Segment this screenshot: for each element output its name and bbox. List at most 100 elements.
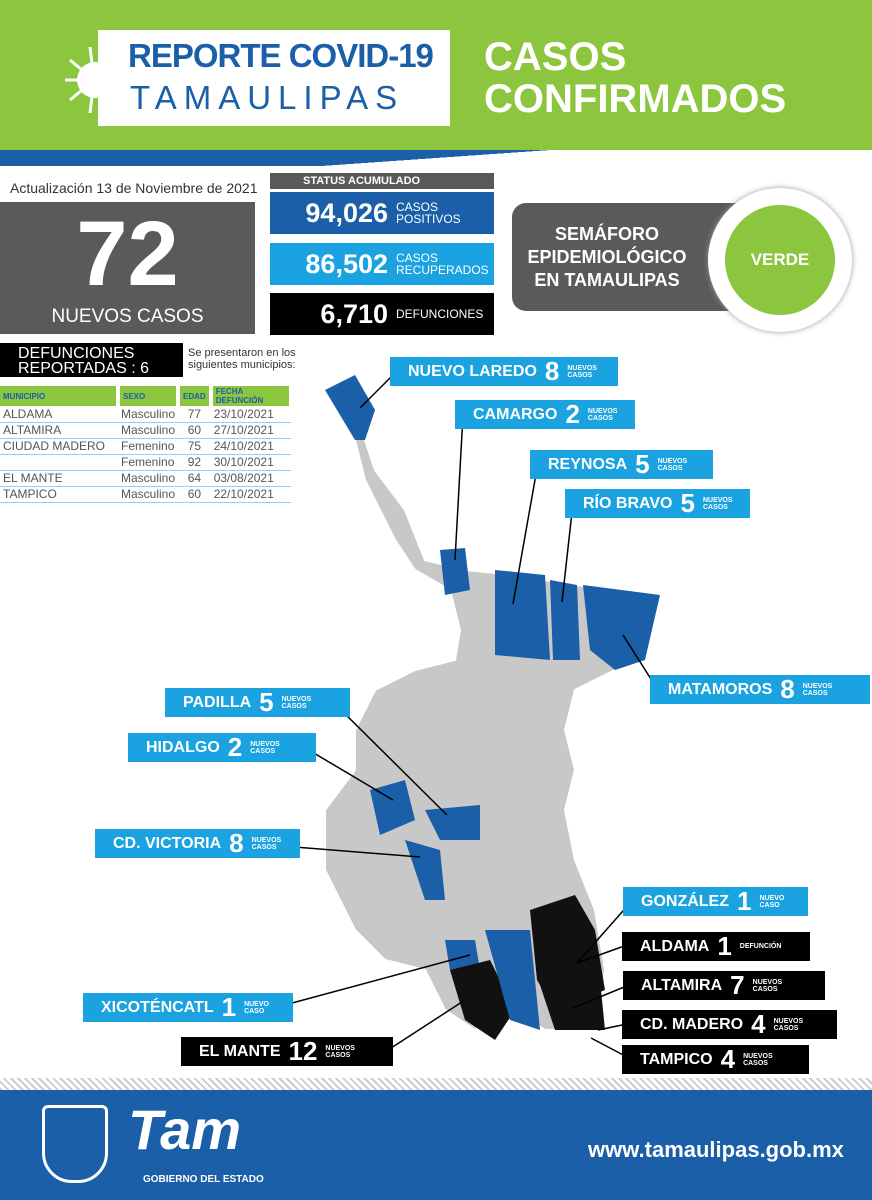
municipio-name: GONZÁLEZ [641, 892, 729, 910]
table-row: EL MANTE Masculino 64 03/08/2021 [0, 470, 291, 487]
leader-lines [276, 368, 661, 1062]
gov-label: GOBIERNO DEL ESTADO [143, 1174, 264, 1185]
municipio-name: HIDALGO [146, 738, 220, 756]
footer [0, 1090, 872, 1200]
case-count: 5 [259, 687, 274, 717]
municipio-name: CAMARGO [473, 405, 558, 423]
table-cell: Masculino [118, 470, 179, 487]
table-cell: 60 [178, 486, 211, 503]
municipio-name: ALDAMA [640, 937, 710, 955]
region-altamira [540, 980, 605, 1030]
case-label: NUEVO CASO [759, 894, 785, 909]
municipio-name: TAMPICO [640, 1050, 713, 1068]
logo-title: REPORTE COVID-19 [128, 37, 434, 74]
case-label: NUEVOS CASOS [251, 836, 282, 851]
table-cell: 24/10/2021 [210, 438, 291, 455]
semaforo-status: VERDE [725, 205, 835, 315]
deaths-table: MUNICIPIO SEXO EDAD FECHA DEFUNCIÓN ALDAMA M… [0, 386, 294, 503]
table-cell: TAMPICO [0, 486, 118, 503]
table-cell: Femenino [118, 454, 179, 471]
region-matamoros [583, 585, 660, 670]
map-label-cd-madero: CD. MADERO 4 NUEVOS CASOS [622, 1009, 837, 1039]
municipio-name: REYNOSA [548, 455, 628, 473]
region-nuevo-laredo [325, 375, 375, 440]
page-title: CASOS CONFIRMADOS [484, 36, 786, 120]
map-label-el-mante: EL MANTE 12 NUEVOS CASOS [181, 1036, 393, 1066]
map-label-río-bravo: RÍO BRAVO 5 NUEVOS CASOS [565, 488, 750, 518]
table-cell: EL MANTE [0, 470, 118, 487]
title-line2: CONFIRMADOS [484, 77, 787, 121]
map-label-gonzález: GONZÁLEZ 1 NUEVO CASO [623, 886, 808, 916]
map-label-padilla: PADILLA 5 NUEVOS CASOS [165, 687, 350, 717]
case-count: 8 [229, 828, 244, 858]
stat-label: DEFUNCIONES [396, 307, 484, 321]
map-label-hidalgo: HIDALGO 2 NUEVOS CASOS [128, 732, 316, 762]
case-label: NUEVOS CASOS [250, 740, 280, 755]
footer-pattern [0, 1078, 872, 1090]
table-cell: 75 [178, 438, 211, 455]
region-el-mante [450, 960, 515, 1040]
map-label-tampico: TAMPICO 4 NUEVOS CASOS [622, 1044, 809, 1074]
new-cases-value: 72 [76, 203, 179, 305]
table-cell: ALTAMIRA [0, 422, 118, 439]
case-label: NUEVOS CASOS [773, 1017, 804, 1032]
case-count: 5 [635, 449, 650, 479]
case-count: 5 [680, 488, 695, 518]
case-count: 1 [717, 931, 732, 961]
case-label: NUEVOS CASOS [281, 695, 312, 710]
table-cell: Masculino [118, 406, 179, 423]
state-shield-icon [42, 1105, 108, 1183]
municipio-name: CD. VICTORIA [113, 834, 222, 852]
case-label: NUEVOS CASOS [325, 1044, 355, 1059]
case-count: 2 [227, 732, 243, 762]
table-cell: 23/10/2021 [210, 406, 291, 423]
status-title: STATUS ACUMULADO [270, 173, 494, 189]
table-cell: CIUDAD MADERO [0, 438, 118, 455]
stat-recovered: 86,502 CASOS RECUPERADOS [270, 243, 494, 285]
municipio-name: ALTAMIRA [641, 976, 723, 994]
municipio-name: PADILLA [183, 693, 252, 711]
stat-value: 94,026 [305, 197, 388, 228]
table-cell: 60 [178, 422, 211, 439]
new-cases-label: NUEVOS CASOS [51, 306, 204, 327]
table-cell: 77 [178, 406, 211, 423]
stat-deaths: 6,710 DEFUNCIONES [270, 293, 494, 335]
region-llera [485, 930, 540, 1030]
municipio-name: CD. MADERO [640, 1015, 744, 1033]
table-cell: ALDAMA [0, 406, 118, 423]
logo-subtitle: TAMAULIPAS [130, 79, 405, 116]
website-link[interactable]: www.tamaulipas.gob.mx [588, 1137, 844, 1162]
table-cell: 27/10/2021 [210, 422, 291, 439]
table-cell: 30/10/2021 [210, 454, 291, 471]
region-camargo [440, 548, 470, 595]
map-label-altamira: ALTAMIRA 7 NUEVOS CASOS [623, 970, 825, 1000]
map-label-camargo: CAMARGO 2 NUEVOS CASOS [455, 399, 635, 429]
case-count: 1 [221, 992, 237, 1022]
region-reynosa [495, 570, 550, 660]
map-label-matamoros: MATAMOROS 8 NUEVOS CASOS [650, 674, 870, 704]
map-label-cd-victoria: CD. VICTORIA 8 NUEVOS CASOS [95, 828, 300, 858]
table-cell: 64 [178, 470, 211, 487]
case-count: 12 [288, 1036, 318, 1066]
divider-stripe [0, 150, 872, 166]
update-date: Actualización 13 de Noviembre de 2021 [10, 180, 258, 196]
municipio-name: MATAMOROS [668, 680, 773, 698]
region-rio-bravo [550, 580, 580, 660]
table-cell: 22/10/2021 [210, 486, 291, 503]
stat-label: CASOS RECUPERADOS [396, 251, 489, 277]
case-label: NUEVOS CASOS [567, 364, 597, 379]
map-label-aldama: ALDAMA 1 DEFUNCIÓN [622, 931, 810, 961]
region-victoria [405, 840, 445, 900]
case-count: 8 [780, 674, 795, 704]
case-count: 2 [565, 399, 580, 429]
table-cell: Masculino [118, 486, 179, 503]
region-padilla [425, 805, 480, 840]
table-row: TAMPICO Masculino 60 22/10/2021 [0, 486, 291, 503]
map-label-xicoténcatl: XICOTÉNCATL 1 NUEVO CASO [83, 992, 293, 1022]
tam-logo: Tam [128, 1098, 242, 1161]
case-label: NUEVOS CASOS [702, 496, 733, 511]
municipio-name: RÍO BRAVO [583, 494, 673, 512]
municipio-name: EL MANTE [199, 1042, 281, 1060]
map-label-reynosa: REYNOSA 5 NUEVOS CASOS [530, 449, 713, 479]
table-cell: 92 [178, 454, 211, 471]
